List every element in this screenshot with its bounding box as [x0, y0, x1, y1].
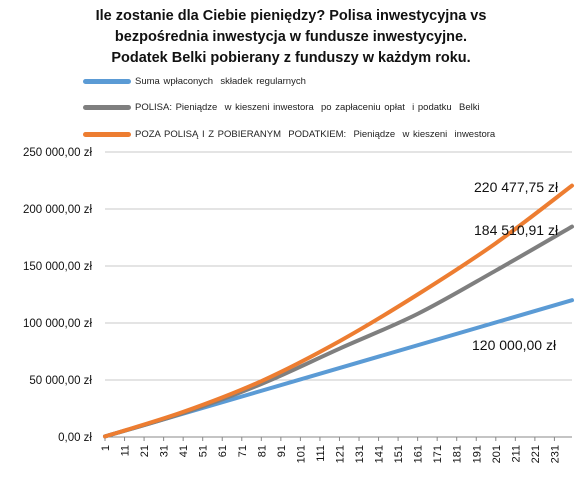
x-tick-label-10: 101: [295, 445, 307, 463]
legend-item-contributions: Suma wpłaconych składek regularnych: [83, 74, 306, 88]
legend-swatch-contributions: [83, 78, 131, 84]
chart-title: Ile zostanie dla Ciebie pieniędzy? Polis…: [0, 6, 582, 69]
legend-label-policy: POLISA: Pieniądze w kieszeni inwestora p…: [135, 101, 480, 113]
x-tick-label-14: 141: [374, 445, 386, 463]
legend-swatch-direct: [83, 131, 131, 137]
y-tick-label-5: 250 000,00 zł: [23, 147, 93, 159]
x-tick-label-16: 161: [413, 445, 425, 463]
legend-item-policy: POLISA: Pieniądze w kieszeni inwestora p…: [83, 100, 480, 114]
y-tick-label-1: 50 000,00 zł: [29, 375, 92, 387]
y-tick-label-0: 0,00 zł: [58, 432, 92, 444]
x-tick-label-21: 211: [510, 445, 522, 463]
data-label-direct: 220 477,75 zł: [474, 179, 559, 195]
x-tick-label-5: 51: [198, 445, 210, 457]
y-tick-label-2: 100 000,00 zł: [23, 318, 93, 330]
x-tick-label-9: 91: [276, 445, 288, 457]
x-tick-label-4: 41: [178, 445, 190, 457]
data-label-contributions: 120 000,00 zł: [472, 337, 557, 353]
x-tick-label-3: 31: [159, 445, 171, 457]
y-tick-label-3: 150 000,00 zł: [23, 261, 93, 273]
data-label-policy: 184 510,91 zł: [474, 222, 559, 238]
x-tick-label-2: 21: [139, 445, 151, 457]
y-tick-label-4: 200 000,00 zł: [23, 204, 93, 216]
chart-title-line-2: bezpośrednia inwestycja w fundusze inwes…: [114, 29, 468, 45]
legend-swatch-policy: [83, 104, 131, 110]
series-line-policy: [103, 224, 574, 439]
x-tick-label-12: 121: [334, 445, 346, 463]
x-tick-label-19: 191: [471, 445, 483, 463]
x-tick-label-0: 1: [100, 445, 112, 451]
chart-title-line-1: Ile zostanie dla Ciebie pieniędzy? Polis…: [95, 8, 487, 24]
x-tick-label-18: 181: [452, 445, 464, 463]
x-tick-label-17: 171: [432, 445, 444, 463]
legend-item-direct: POZA POLISĄ I Z POBIERANYM PODATKIEM: Pi…: [83, 127, 495, 141]
legend-label-contributions: Suma wpłaconych składek regularnych: [135, 75, 306, 87]
x-tick-label-20: 201: [491, 445, 503, 463]
x-tick-label-22: 221: [530, 445, 542, 463]
x-tick-label-8: 81: [256, 445, 268, 457]
series-line-direct: [103, 183, 574, 439]
x-tick-label-7: 71: [237, 445, 249, 457]
chart-title-line-3: Podatek Belki pobierany z funduszy w każ…: [111, 50, 471, 66]
x-tick-label-23: 231: [549, 445, 561, 463]
x-tick-label-1: 11: [120, 445, 132, 456]
x-tick-label-6: 61: [217, 445, 229, 457]
x-tick-label-11: 111: [315, 445, 327, 462]
legend-label-direct: POZA POLISĄ I Z POBIERANYM PODATKIEM: Pi…: [135, 128, 496, 140]
x-tick-label-15: 151: [393, 445, 405, 463]
x-tick-label-13: 131: [354, 445, 366, 463]
